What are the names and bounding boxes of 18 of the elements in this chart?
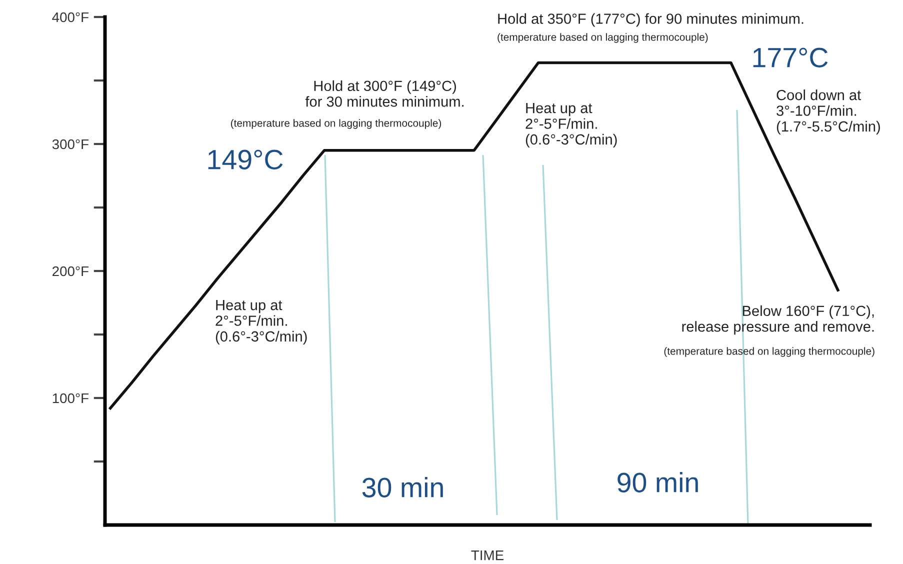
y-tick-label: 400°F	[52, 12, 88, 22]
annotation: Hold at 350°F (177°C) for 90 minutes minimum.	[498, 13, 804, 27]
annotation: (temperature based on lagging thermocouple)	[664, 347, 874, 357]
y-tick-label: 200°F	[52, 266, 88, 276]
x-axis-title: TIME	[471, 550, 504, 560]
annotation: 149°C	[208, 150, 283, 170]
y-tick-label: 100°F	[52, 393, 88, 404]
annotation: Heat up at 2°-5°F/min. (0.6°-3°C/min)	[526, 103, 617, 148]
y-tick-label: 300°F	[52, 139, 88, 150]
annotation: (temperature based on lagging thermocouple)	[498, 33, 708, 43]
annotation: Cool down at 3°-10°F/min. (1.7°-5.5°C/min)	[776, 89, 880, 134]
annotation: 30 min	[362, 477, 443, 498]
annotation: (temperature based on lagging thermocouple)	[230, 119, 442, 129]
annotation: 90 min	[618, 472, 698, 492]
annotation: Below 160°F (71°C), release pressure and remove.	[682, 305, 874, 335]
annotation: Hold at 300°F (149°C) for 30 minutes minimum.	[305, 80, 464, 107]
annotation: 177°C	[753, 48, 828, 68]
annotation: Heat up at 2°-5°F/min. (0.6°-3°C/min)	[216, 300, 307, 344]
